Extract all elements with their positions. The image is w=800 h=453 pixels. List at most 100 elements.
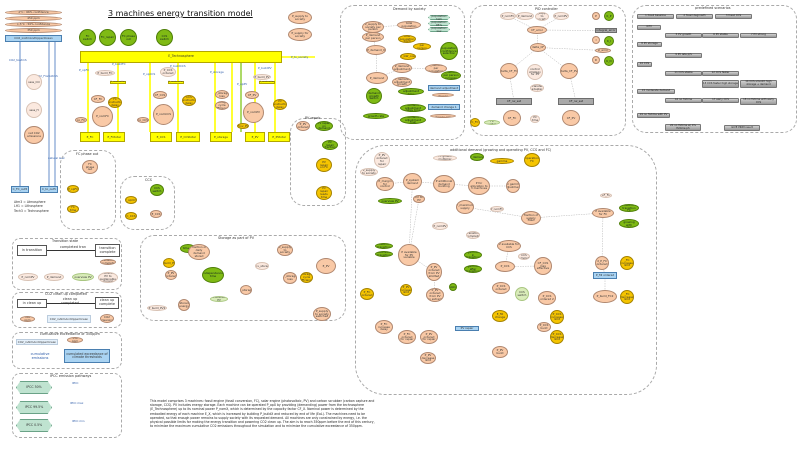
additional-demand-node[interactable]: P_FC ordered [360,288,374,300]
in-clean-up-stock[interactable]: in clean up [17,299,47,308]
in-transition-stock[interactable]: in transition [17,245,47,256]
ccs-switch[interactable]: CCS switch [156,29,173,46]
net-co2-emissions-node: net CO2 emissions [24,126,44,144]
technosphere-stock[interactable]: E_Technosphere [80,51,282,63]
additional-demand-node[interactable]: ratio in transition FC [619,204,639,212]
demand-node[interactable]: demand change 1 [428,104,460,110]
fc-repair-switch[interactable]: FC_repair [99,29,116,46]
pid-node[interactable]: K_I [604,36,614,46]
fc-phase-out-switch[interactable]: FC phase out [120,29,137,46]
scenario-button[interactable]: GIVE PRIM result [724,125,760,131]
scenario-button[interactable]: 9 PV late p/S [665,53,702,58]
demand-node[interactable]: P_demand per person 2020 [413,43,431,50]
additional-demand-node[interactable]: P_PV increase limit [400,284,412,296]
scenario-button[interactable]: 6 PV stable [702,33,739,38]
machine-stock[interactable]: E_FC [80,132,100,142]
scenario-button[interactable]: 5 PV growth [665,33,702,38]
demand-node[interactable]: demand adjustment delay time [400,104,426,112]
ccs-node[interactable]: CCS switch [150,184,164,196]
pid-node[interactable]: K_D [604,56,614,66]
demand-node[interactable]: population high [428,15,450,20]
scenario-button[interactable]: 16 no fixtime [665,98,702,103]
delay-param[interactable]: PV construction delay [273,99,287,110]
pv-repair-node[interactable]: PV repair fraction [322,140,338,150]
additional-demand-node[interactable]: gamma after transition [464,265,482,273]
demand-node[interactable]: demand adjustment final [400,116,426,124]
additional-demand-node[interactable]: _FC increase limit [620,256,634,270]
demand-node[interactable]: P_GW_cost [400,53,416,60]
additional-demand-node[interactable]: operation FC [524,153,540,167]
demand-node[interactable]: P_demand per person increase [441,71,461,80]
machine-stock[interactable]: E_CCStotal [176,132,200,142]
additional-demand-node[interactable]: P_CCS increase limit [550,310,564,324]
co2-outflow-box[interactable]: C_FC_out5 [11,186,29,193]
storage-node: P_supply to society [277,244,293,256]
demand-node[interactable]: growth rate [363,113,389,119]
co2-stock[interactable]: CO2_inAtmAndUpperOcean [5,35,62,42]
cumulated-exceedance-stock[interactable]: cumulated exceedance of climate threshol… [64,349,110,363]
additional-demand-node[interactable]: gamma in transition [464,251,482,259]
scenario-button[interactable]: 18 no fixtime with early CCS [740,98,777,105]
additional-demand-node[interactable]: _FC decrease limit [620,290,634,304]
scenario-button[interactable]: 7 PV strong [740,33,777,38]
scenario-button[interactable]: 15 moderate demand [637,89,675,94]
pid-node[interactable]: K_P [604,11,614,21]
scenario-button[interactable]: 12 CCS faster [702,71,739,76]
additional-demand-node[interactable]: E_fill change [492,310,508,322]
pv-repair-node[interactable]: PV repair on FC [316,158,332,172]
additional-demand-node[interactable]: ratio in transition [375,243,393,249]
machine-stock[interactable]: E_FCtotal [103,132,125,142]
scenario-button[interactable]: 19 no fixtime with PV [637,113,670,118]
scenario-button[interactable]: 17 early CCS [702,98,739,103]
clean-up-complete-stock[interactable]: clean up complete [95,297,119,309]
scenario-button[interactable]: 4 PV [637,25,661,30]
ipcc-stock[interactable]: IPCC 50% [16,381,52,394]
storage-node[interactable]: storage cycle efficiency [300,272,313,283]
scenario-button[interactable]: 14 CCS smooth high storage + demand [740,80,777,88]
fc-switch[interactable]: FC switch [79,29,96,46]
machine-stock[interactable]: E_CCS [150,132,172,142]
demand-node[interactable]: population confidence selection [440,42,458,60]
scenario-button[interactable]: 20 no fixtime w/ 4% fixtime ph [665,124,701,131]
pv-repair-node[interactable]: PV repair on demand [315,121,333,131]
ipcc-stock[interactable]: IPCC 0.5% [16,419,52,432]
additional-demand-node[interactable]: PV repair [455,326,479,331]
pid-node[interactable]: CF_rw_set [496,98,532,105]
scenario-button[interactable]: 10 CCS [637,62,652,67]
scenario-button[interactable]: 2 fossil degrowth [676,14,713,19]
storage-node[interactable]: independence time [202,267,224,283]
scenario-button[interactable]: 11 CCS stable [665,71,702,76]
additional-demand-node[interactable]: alpha [449,283,457,291]
demand-node[interactable]: total population 2020 [398,35,416,43]
pid-node[interactable]: integral_error [595,28,617,33]
additional-demand-node[interactable]: overview PV [378,198,402,204]
transition-complete-stock[interactable]: transition complete [95,244,120,257]
demand-node[interactable]: demand growth switch [366,88,382,104]
scenario-button[interactable]: 13 CCS faster high storage [702,80,739,88]
additional-demand-node[interactable]: P_CCS decrease limit [550,330,564,344]
additional-demand-node[interactable]: P_demand [470,153,484,161]
machine-stock[interactable]: E_PV [245,132,265,142]
additional-demand-node[interactable]: gamma [490,158,514,164]
pid-node[interactable]: C_FC [470,118,480,127]
scenario-button[interactable]: 8 PV storage [637,42,662,47]
cumulative-node: CO2_inAtmAndUpperOcean [16,339,58,345]
pv-repair-node[interactable]: PV repair leads time [316,186,332,200]
co2-outflow-box[interactable]: C_to_out5 [40,186,58,193]
demand-node[interactable]: demand adjustment time [398,88,424,95]
scenario-button[interactable]: 3 fossil CCS [715,14,752,19]
additional-demand-node[interactable]: ratio for growing with demand [619,219,639,228]
scenario-button[interactable]: 1 fossil baseline [637,14,674,19]
machine-stock[interactable]: E_storage [210,132,232,142]
delay-param[interactable]: FC construction delay [108,97,122,108]
delay-param[interactable]: CCS construction delay [182,95,196,106]
machine-stock[interactable]: E_PVtotal [268,132,290,142]
ipcc-stock[interactable]: IPCC 99.5% [16,401,52,414]
demand-node: P_demand adjustment growth [392,77,412,87]
pid-node[interactable]: CF_rw_set [558,98,594,105]
additional-demand-node[interactable]: P_fill ordered [593,272,617,279]
additional-demand-node[interactable]: ratio after transition [375,251,393,257]
demand-node[interactable]: population low [428,27,450,32]
demand-node[interactable]: population 95% [428,21,450,26]
demand-node[interactable]: demand adjustment [428,85,460,91]
